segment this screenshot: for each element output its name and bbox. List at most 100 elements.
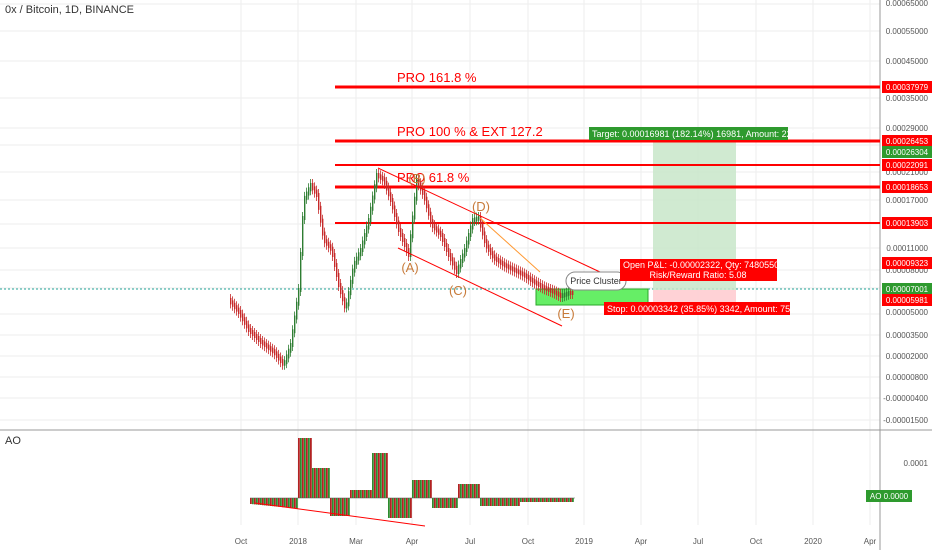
candle-body <box>522 271 524 277</box>
ao-bar <box>538 498 540 502</box>
price-tag: 0.00009323 <box>886 259 929 268</box>
candle-body <box>354 260 356 273</box>
ao-bar <box>360 490 362 498</box>
candle-body <box>296 301 298 320</box>
candle-body <box>552 288 554 294</box>
level-label: PRO 61.8 % <box>397 170 470 185</box>
candle-body <box>562 293 564 298</box>
ao-bar <box>352 490 354 498</box>
candle-body <box>516 268 518 274</box>
ao-bar <box>346 498 348 516</box>
candle-body <box>316 189 318 197</box>
candle-body <box>292 329 294 347</box>
price-tag-box <box>882 257 932 269</box>
fib-levels[interactable]: PRO 161.8 % PRO 100 % & EXT 127.2 PRO 61.8… <box>335 70 880 224</box>
ao-bar <box>424 480 426 498</box>
candle-body <box>528 275 530 281</box>
time-tick: 2018 <box>289 537 307 546</box>
symbol-title: 0x / Bitcoin, 1D, BINANCE <box>5 4 134 16</box>
ao-bar <box>404 498 406 518</box>
candle-body <box>340 283 342 295</box>
trend-lines[interactable] <box>377 167 601 327</box>
ao-bar <box>562 498 564 502</box>
candle-body <box>400 228 402 237</box>
candle-body <box>420 182 422 191</box>
candle-body <box>438 228 440 235</box>
ao-bar <box>324 468 326 498</box>
ao-bar <box>392 498 394 518</box>
wave-label: (B) <box>408 171 425 186</box>
ao-bar <box>406 498 408 518</box>
candle-body <box>396 213 398 225</box>
candle-body <box>360 248 362 257</box>
ao-bar <box>286 498 288 508</box>
candle-body <box>410 234 412 257</box>
candle-body <box>234 302 236 310</box>
candle-body <box>526 273 528 280</box>
candle-body <box>244 317 246 325</box>
candle-body <box>236 305 238 312</box>
price-tick: 0.00065000 <box>886 0 929 8</box>
candle-body <box>232 300 234 307</box>
candle-body <box>518 269 520 275</box>
ao-bar <box>304 438 306 498</box>
ao-bar <box>254 498 256 505</box>
candle-body <box>484 231 486 244</box>
price-tick: 0.00021000 <box>886 168 929 177</box>
ao-bar <box>376 453 378 498</box>
ao-bar <box>266 498 268 506</box>
ao-bar <box>410 498 412 518</box>
ao-bar <box>350 490 352 498</box>
ao-bar <box>338 498 340 516</box>
price-tick: 0.00003500 <box>886 331 929 340</box>
candle-body <box>380 174 382 180</box>
ao-bar <box>522 498 524 502</box>
candle-body <box>572 291 574 295</box>
stop-label: Stop: 0.00003342 (35.85%) 3342, Amount: … <box>607 304 795 314</box>
ao-bar <box>418 480 420 498</box>
candle-body <box>312 183 314 191</box>
ao-bar <box>294 498 296 509</box>
candle-body <box>298 288 300 306</box>
ao-bar <box>332 498 334 516</box>
candle-body <box>536 280 538 286</box>
candle-body <box>282 359 284 366</box>
candle-body <box>434 224 436 231</box>
candle-body <box>412 215 414 239</box>
candle-body <box>548 287 550 292</box>
candle-body <box>364 233 366 245</box>
candle-body <box>390 192 392 202</box>
ao-bar <box>488 498 490 506</box>
candle-body <box>242 313 244 322</box>
ao-bar <box>442 498 444 508</box>
ao-bar <box>452 498 454 508</box>
price-axis[interactable]: 0.00065000 0.00055000 0.00045000 0.00035000… <box>882 0 932 425</box>
ao-bar <box>510 498 512 506</box>
ao-bar <box>552 498 554 502</box>
candle-body <box>530 276 532 282</box>
price-tick: 0.00045000 <box>886 57 929 66</box>
candle-body <box>462 253 464 263</box>
candle-body <box>432 219 434 229</box>
price-tag: 0.00037979 <box>886 83 929 92</box>
ao-bar <box>534 498 536 502</box>
candle-body <box>350 279 352 296</box>
price-tag: 0.00013903 <box>886 219 929 228</box>
candle-body <box>332 246 334 257</box>
candle-body <box>262 340 264 346</box>
time-axis[interactable]: Oct 2018 Mar Apr Jul Oct 2019 Apr Jul Oct 2020 Apr <box>235 537 877 546</box>
ao-bar <box>484 498 486 506</box>
ao-bar <box>284 498 286 508</box>
candle-body <box>268 344 270 351</box>
position-labels[interactable]: Target: 0.00016981 (182.14%) 16981, Amou… <box>589 127 814 315</box>
ao-bar <box>290 498 292 508</box>
candle-body <box>266 343 268 349</box>
candle-body <box>310 183 312 192</box>
candle-body <box>554 289 556 295</box>
candle-body <box>472 218 474 230</box>
candle-body <box>280 356 282 364</box>
ao-bar <box>280 498 282 507</box>
time-tick: Apr <box>635 537 648 546</box>
candle-body <box>466 240 468 252</box>
